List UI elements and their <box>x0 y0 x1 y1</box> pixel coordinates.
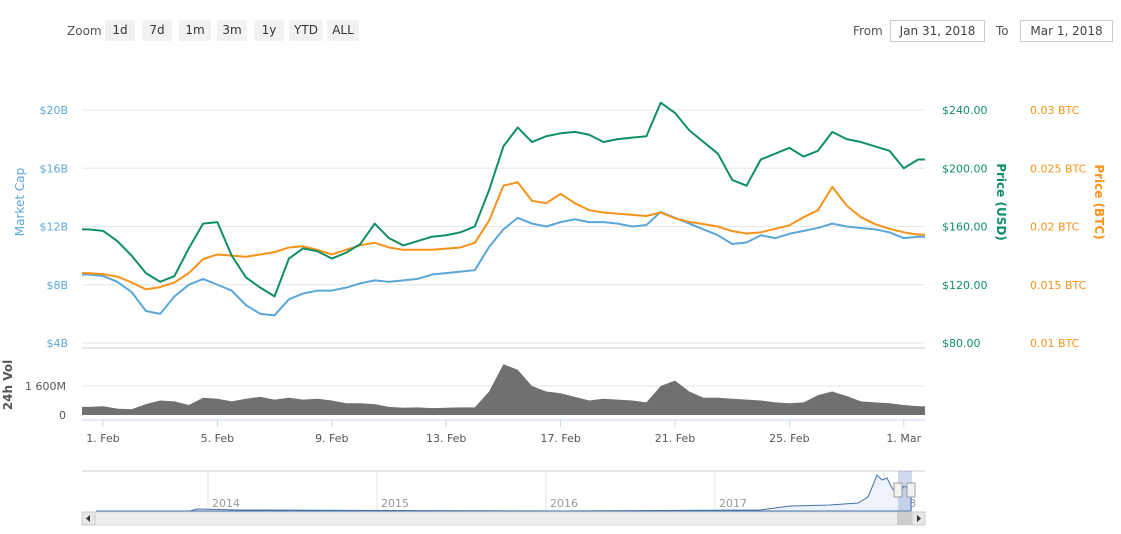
volume-tick: 0 <box>59 409 66 422</box>
zoom-all-button[interactable]: ALL <box>327 20 359 41</box>
from-date-input[interactable]: Jan 31, 2018 <box>890 20 985 42</box>
navigator-series <box>96 474 912 512</box>
price-usd-tick: $240.00 <box>942 104 988 117</box>
arrow-right-icon <box>917 515 921 522</box>
to-date-input[interactable]: Mar 1, 2018 <box>1020 20 1113 42</box>
navigator-year-label: 2015 <box>381 497 409 510</box>
x-tick-label: 5. Feb <box>201 432 234 445</box>
price-btc-tick: 0.015 BTC <box>1030 279 1087 292</box>
x-tick-label: 25. Feb <box>769 432 809 445</box>
navigator-right-handle[interactable] <box>906 482 916 498</box>
navigator-year-label: 2017 <box>719 497 747 510</box>
zoom-3m-button[interactable]: 3m <box>217 20 247 41</box>
volume-tick: 1 600M <box>25 380 66 393</box>
price-btc-tick: 0.01 BTC <box>1030 337 1080 350</box>
scrollbar-track[interactable] <box>81 511 926 526</box>
zoom-1d-button[interactable]: 1d <box>105 20 135 41</box>
price-btc-axis-title: Price (BTC) <box>1092 164 1106 239</box>
zoom-1y-button[interactable]: 1y <box>254 20 284 41</box>
arrow-left-icon <box>86 515 90 522</box>
navigator-year-label: 2014 <box>212 497 240 510</box>
navigator-year-label: 2016 <box>550 497 578 510</box>
from-label: From <box>853 24 883 38</box>
volume-area <box>82 364 925 415</box>
zoom-ytd-button[interactable]: YTD <box>289 20 323 41</box>
price-usd-axis-title: Price (USD) <box>994 163 1008 241</box>
zoom-label: Zoom <box>67 24 102 38</box>
market-cap-axis-title: Market Cap <box>13 168 27 236</box>
market-cap-tick: $12B <box>39 221 68 234</box>
price-btc-tick: 0.02 BTC <box>1030 221 1080 234</box>
price-usd-line <box>82 101 925 298</box>
price-usd-tick: $200.00 <box>942 162 988 175</box>
price-usd-tick: $120.00 <box>942 279 988 292</box>
volume-axis-title: 24h Vol <box>1 360 15 410</box>
price-btc-tick: 0.03 BTC <box>1030 104 1080 117</box>
market-cap-tick: $20B <box>39 104 68 117</box>
market-cap-tick: $16B <box>39 162 68 175</box>
x-tick-label: 9. Feb <box>315 432 348 445</box>
to-label: To <box>996 24 1009 38</box>
x-tick-label: 1. Feb <box>86 432 119 445</box>
navigator-left-handle[interactable] <box>893 482 903 498</box>
zoom-1m-button[interactable]: 1m <box>179 20 211 41</box>
navigator-selection <box>898 471 912 511</box>
market-cap-tick: $8B <box>46 279 68 292</box>
market-cap-tick: $4B <box>46 337 68 350</box>
x-tick-label: 1. Mar <box>886 432 921 445</box>
market-cap-line <box>82 210 925 317</box>
x-tick-label: 17. Feb <box>540 432 580 445</box>
x-tick-label: 21. Feb <box>655 432 695 445</box>
price-btc-tick: 0.025 BTC <box>1030 162 1087 175</box>
scrollbar-thumb[interactable] <box>897 512 912 525</box>
zoom-7d-button[interactable]: 7d <box>142 20 172 41</box>
price-btc-line <box>82 181 925 291</box>
price-usd-tick: $160.00 <box>942 221 988 234</box>
x-tick-label: 13. Feb <box>426 432 466 445</box>
price-usd-tick: $80.00 <box>942 337 981 350</box>
